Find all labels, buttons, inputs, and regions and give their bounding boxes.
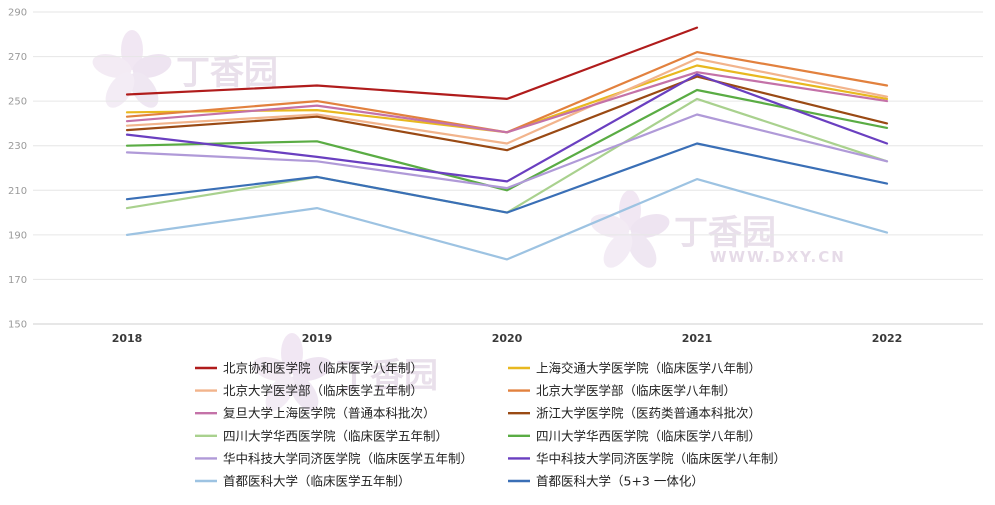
legend-item: 北京协和医学院（临床医学八年制） xyxy=(195,361,423,376)
legend-label: 华中科技大学同济医学院（临床医学五年制） xyxy=(223,451,473,466)
series-lines xyxy=(125,26,889,261)
watermark-logo: 丁香园 xyxy=(252,333,438,411)
legend-label: 浙江大学医学院（医药类普通本科批次） xyxy=(536,406,761,421)
legend: 北京协和医学院（临床医学八年制） 上海交通大学医学院（临床医学八年制） 北京大学医学… xyxy=(195,361,786,489)
series-line-8 xyxy=(125,88,889,192)
y-axis: 150 170 190 210 230 250 270 290 xyxy=(8,8,27,331)
legend-label: 北京协和医学院（临床医学八年制） xyxy=(223,361,423,376)
y-tick-label: 150 xyxy=(8,320,27,331)
legend-label: 北京大学医学部（临床医学八年制） xyxy=(536,383,736,398)
y-tick-label: 250 xyxy=(8,97,27,108)
legend-label: 北京大学医学部（临床医学五年制） xyxy=(223,383,423,398)
series-line-10 xyxy=(125,73,889,183)
legend-label: 四川大学华西医学院（临床医学八年制） xyxy=(536,428,761,443)
legend-item: 北京大学医学部（临床医学八年制） xyxy=(508,383,736,398)
legend-label: 首都医科大学（临床医学五年制） xyxy=(223,474,411,489)
y-tick-label: 230 xyxy=(8,141,27,152)
watermark-brand: 丁香园 xyxy=(176,53,278,93)
series-line-12 xyxy=(125,142,889,214)
legend-label: 首都医科大学（5+3 一体化） xyxy=(536,474,704,489)
y-tick-label: 210 xyxy=(8,186,27,197)
y-tick-label: 170 xyxy=(8,275,27,286)
y-tick-label: 190 xyxy=(8,230,27,241)
legend-label: 华中科技大学同济医学院（临床医学八年制） xyxy=(536,451,786,466)
x-tick-label: 2020 xyxy=(492,332,523,345)
legend-item: 四川大学华西医学院（临床医学五年制） xyxy=(195,428,448,443)
legend-item: 复旦大学上海医学院（普通本科批次） xyxy=(195,406,436,421)
legend-item: 浙江大学医学院（医药类普通本科批次） xyxy=(508,406,761,421)
series-line-7 xyxy=(125,97,889,214)
y-tick-label: 290 xyxy=(8,8,27,19)
series-line-9 xyxy=(125,113,889,190)
y-tick-label: 270 xyxy=(8,52,27,63)
legend-item: 四川大学华西医学院（临床医学八年制） xyxy=(508,428,761,443)
series-line-1 xyxy=(125,26,699,101)
x-tick-label: 2018 xyxy=(112,332,143,345)
legend-label: 上海交通大学医学院（临床医学八年制） xyxy=(536,361,761,376)
x-tick-label: 2022 xyxy=(872,332,903,345)
x-tick-label: 2021 xyxy=(682,332,713,345)
series-line-3 xyxy=(125,57,889,145)
x-axis: 2018 2019 2020 2021 2022 xyxy=(112,332,903,345)
watermark-site: WWW.DXY.CN xyxy=(710,248,846,266)
watermark-brand: 丁香园 xyxy=(336,356,438,396)
series-line-5 xyxy=(125,71,889,134)
series-line-11 xyxy=(125,178,889,261)
series-line-6 xyxy=(125,75,889,152)
legend-item: 上海交通大学医学院（临床医学八年制） xyxy=(508,361,761,376)
x-tick-label: 2019 xyxy=(302,332,333,345)
legend-item: 首都医科大学（5+3 一体化） xyxy=(508,474,704,489)
legend-label: 复旦大学上海医学院（普通本科批次） xyxy=(223,406,436,421)
legend-item: 首都医科大学（临床医学五年制） xyxy=(195,474,411,489)
legend-item: 华中科技大学同济医学院（临床医学八年制） xyxy=(508,451,786,466)
legend-item: 北京大学医学部（临床医学五年制） xyxy=(195,383,423,398)
legend-item: 华中科技大学同济医学院（临床医学五年制） xyxy=(195,451,473,466)
watermark-brand: 丁香园 xyxy=(674,213,776,253)
legend-label: 四川大学华西医学院（临床医学五年制） xyxy=(223,428,448,443)
watermark-logo: 丁香园 xyxy=(92,30,278,108)
